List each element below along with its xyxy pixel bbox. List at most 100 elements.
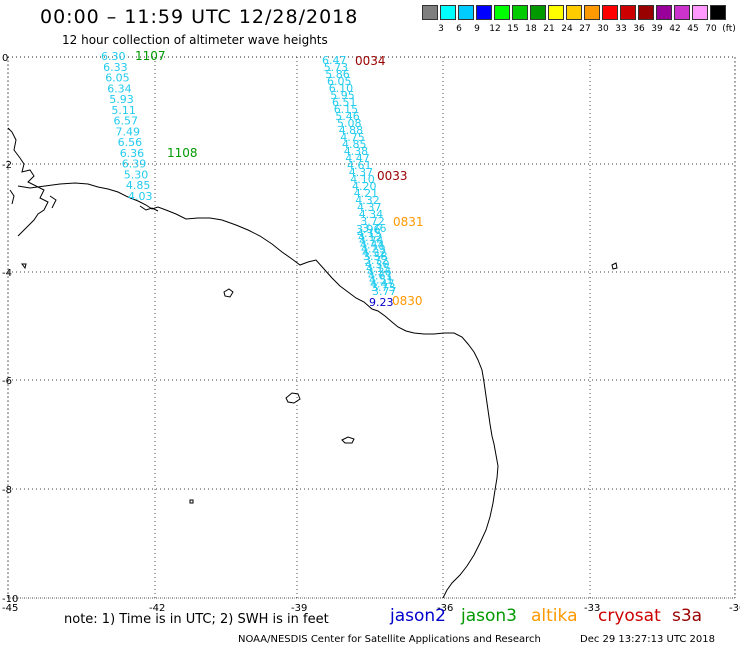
wave-height-label: 4.15 — [357, 227, 382, 240]
wave-height-label: 4.29 — [361, 242, 386, 255]
satellite-name-jason2: jason2 — [390, 606, 446, 626]
legend-tick-label: 9 — [474, 24, 480, 34]
wave-height-label: 6.15 — [334, 103, 359, 116]
legend-swatch — [512, 5, 528, 20]
legend-swatch — [584, 5, 600, 20]
longitude-label: -45 — [2, 603, 18, 614]
island-3 — [341, 436, 355, 444]
longitude-label: -39 — [291, 603, 307, 614]
island-2 — [285, 392, 301, 404]
legend-tick-label: 15 — [507, 24, 519, 34]
island-1 — [223, 288, 234, 298]
pass-time-label: 1107 — [135, 49, 166, 63]
longitude-label: -33 — [584, 603, 600, 614]
wave-height-label: 4.15 — [366, 262, 391, 275]
coastline-northwest — [7, 127, 159, 237]
coastline — [17, 182, 499, 599]
wave-height-label: 4.85 — [126, 179, 150, 192]
wave-height-label: 6.36 — [120, 147, 145, 160]
legend-swatch — [656, 5, 672, 20]
wave-height-label: 5.11 — [111, 104, 135, 117]
satellite-name-jason3: jason3 — [461, 606, 517, 626]
wave-height-label: 5.73 — [324, 61, 349, 74]
wave-height-label: 3.96 — [356, 223, 381, 236]
wave-height-label: 4.32 — [355, 194, 380, 207]
wave-height-label: 3.58 — [363, 250, 388, 263]
island-5 — [21, 263, 194, 504]
wave-height-label: 3.73 — [371, 281, 396, 294]
wave-height-label: 3.72 — [360, 215, 385, 228]
longitude-label: -30 — [729, 603, 740, 614]
legend-swatch — [566, 5, 582, 20]
legend-tick-label: 70 — [705, 24, 717, 34]
legend-tick-label: 6 — [456, 24, 462, 34]
wave-height-label: 6.51 — [332, 96, 357, 109]
pass-time-label: 0034 — [355, 54, 386, 68]
altimeter-tracks: 6.306.336.056.345.935.116.577.496.566.36… — [101, 49, 424, 309]
wave-height-label: 3.76 — [362, 222, 387, 235]
wave-height-label: 4.37 — [357, 201, 382, 214]
legend-swatch — [620, 5, 636, 20]
wave-height-label: 4.61 — [347, 159, 372, 172]
wave-height-label: 4.32 — [362, 246, 387, 259]
wave-height-label: 6.30 — [101, 50, 126, 63]
wave-height-label: 7.49 — [116, 125, 141, 138]
wave-height-label: 9.23 — [369, 296, 394, 309]
chart-subtitle: 12 hour collection of altimeter wave hei… — [62, 33, 328, 47]
latitude-label: -2 — [2, 160, 12, 171]
legend-swatch — [440, 5, 456, 20]
legend-tick-label: 12 — [489, 24, 501, 34]
satellite-name-cryosat: cryosat — [598, 606, 661, 626]
wave-height-label: 4.38 — [344, 145, 369, 158]
wave-height-label: 4.61 — [368, 270, 393, 283]
legend-swatch — [494, 5, 510, 20]
legend-tick-label: 33 — [615, 24, 627, 34]
wave-height-label: 4.30 — [365, 258, 390, 271]
legend-tick-label: 21 — [543, 24, 555, 34]
wave-height-label: 5.30 — [124, 169, 149, 182]
generated-timestamp: Dec 29 13:27:13 UTC 2018 — [580, 634, 715, 645]
wave-height-label: 4.12 — [358, 231, 383, 244]
wave-height-label: 5.86 — [325, 68, 350, 81]
pass-time-label: 0033 — [377, 169, 408, 183]
wave-height-label: 6.56 — [118, 136, 143, 149]
wave-height-label: 4.44 — [360, 239, 385, 252]
wave-height-label: 4.34 — [359, 208, 384, 221]
legend-tick-label: 18 — [525, 24, 537, 34]
legend-swatch — [548, 5, 564, 20]
latitude-label: -6 — [2, 376, 12, 387]
wave-height-label: 4.47 — [345, 152, 370, 165]
wave-height-label: 4.21 — [354, 187, 379, 200]
footer-note: note: 1) Time is in UTC; 2) SWH is in fe… — [64, 612, 329, 627]
latitude-label: -8 — [2, 485, 12, 496]
wave-height-label: 4.10 — [350, 173, 375, 186]
latitude-label: -4 — [2, 268, 12, 279]
pass-time-label: 0831 — [393, 215, 424, 229]
satellite-name-s3a: s3a — [672, 606, 703, 626]
wave-height-label: 6.47 — [322, 54, 347, 67]
legend-swatch — [458, 5, 474, 20]
wave-height-label: 6.05 — [327, 75, 352, 88]
chart-title: 00:00 – 11:59 UTC 12/28/2018 — [40, 6, 359, 28]
wave-height-label: 5.95 — [330, 89, 355, 102]
longitude-label: -36 — [437, 603, 453, 614]
legend-tick-label: 3 — [438, 24, 444, 34]
legend-tick-label: (ft) — [722, 24, 736, 34]
pass-time-label: 1108 — [167, 146, 198, 160]
wave-height-label: 6.57 — [114, 115, 139, 128]
legend-swatch — [476, 5, 492, 20]
legend-swatch — [674, 5, 690, 20]
legend-swatch — [422, 5, 438, 20]
wave-height-label: 6.39 — [122, 158, 147, 171]
legend-tick-label: 27 — [579, 24, 591, 34]
wave-height-label: 3.77 — [372, 285, 397, 298]
credit-line: NOAA/NESDIS Center for Satellite Applica… — [238, 634, 541, 645]
latitude-label: 0 — [2, 53, 8, 64]
wave-height-label: 4.51 — [369, 273, 394, 286]
satellite-name-altika: altika — [531, 606, 578, 626]
wave-height-label: 6.10 — [329, 82, 354, 95]
legend-tick-label: 36 — [633, 24, 645, 34]
legend-tick-label: 24 — [561, 24, 573, 34]
legend-swatch — [602, 5, 618, 20]
